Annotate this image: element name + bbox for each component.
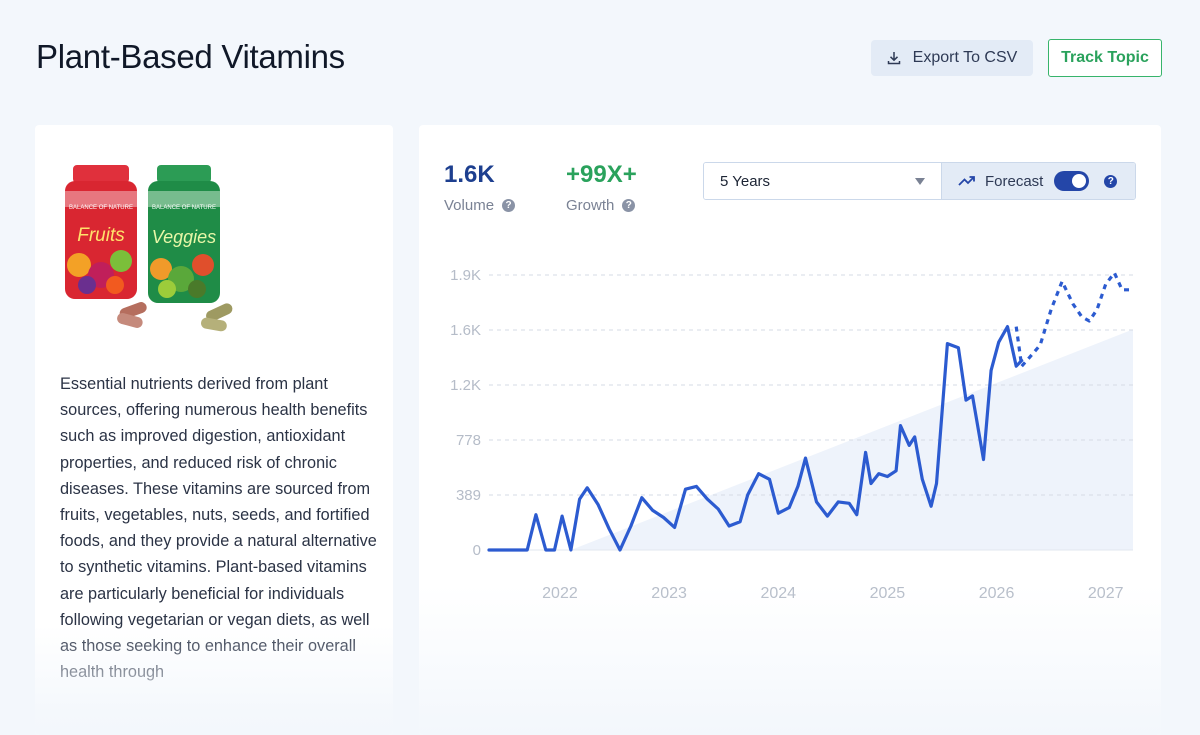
growth-value: +99X+	[566, 161, 637, 188]
bottle-right-label: Veggies	[152, 227, 216, 247]
chart-fade	[419, 585, 1161, 735]
volume-value: 1.6K	[444, 161, 495, 188]
bottle-left-brand: BALANCE OF NATURE	[69, 205, 133, 211]
growth-help-icon[interactable]: ?	[622, 199, 636, 212]
forecast-control: Forecast ?	[942, 163, 1135, 199]
y-tick-label: 389	[456, 487, 481, 504]
export-csv-button[interactable]: Export To CSV	[871, 40, 1033, 76]
bottle-left-label: Fruits	[77, 225, 125, 246]
export-csv-label: Export To CSV	[912, 49, 1018, 66]
volume-label: Volume	[444, 197, 495, 214]
product-card: BALANCE OF NATURE Fruits BALANCE OF NATU…	[35, 125, 393, 735]
volume-help-icon[interactable]: ?	[502, 199, 516, 212]
y-tick-label: 1.6K	[450, 322, 481, 339]
volume-series-line	[487, 325, 1024, 552]
forecast-label: Forecast	[985, 172, 1044, 190]
forecast-help-icon[interactable]: ?	[1104, 174, 1118, 188]
time-range-value: 5 Years	[720, 172, 771, 190]
volume-metric: 1.6K Volume ?	[444, 161, 516, 214]
forecast-series-line	[1014, 271, 1130, 368]
page-title: Plant-Based Vitamins	[36, 38, 345, 75]
chevron-down-icon	[915, 177, 925, 185]
topic-description: Essential nutrients derived from plant s…	[60, 375, 377, 681]
track-topic-button[interactable]: Track Topic	[1048, 39, 1162, 77]
time-range-select[interactable]: 5 Years	[704, 163, 942, 199]
trend-chart: 03897781.2K1.6K1.9K202220232024202520262…	[450, 267, 1133, 602]
download-icon	[887, 52, 900, 65]
growth-label: Growth	[566, 197, 615, 214]
trend-card: 1.6K Volume ? +99X+ Growth ? 5 Years For…	[419, 125, 1161, 735]
y-tick-label: 778	[456, 432, 481, 449]
y-tick-label: 1.2K	[450, 377, 481, 394]
chart-controls: 5 Years Forecast ?	[703, 162, 1136, 200]
y-tick-label: 1.9K	[450, 267, 481, 284]
y-tick-label: 0	[473, 542, 481, 559]
trending-up-icon	[958, 176, 975, 186]
forecast-toggle[interactable]	[1054, 171, 1090, 191]
product-image: BALANCE OF NATURE Fruits BALANCE OF NATU…	[65, 165, 233, 332]
description-fade	[35, 625, 393, 735]
growth-metric: +99X+ Growth ?	[566, 161, 637, 214]
bottle-right-brand: BALANCE OF NATURE	[152, 205, 216, 211]
forecast-toggle-knob	[1072, 174, 1087, 188]
